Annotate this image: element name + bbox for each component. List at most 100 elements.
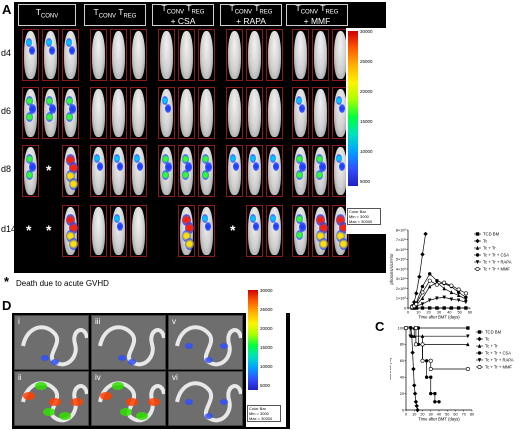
signal-hotspot: [46, 112, 53, 122]
signal-hotspot: [162, 96, 168, 105]
y-tick-label: 1×10⁸: [396, 297, 407, 301]
signal-hotspot: [230, 154, 236, 163]
signal-hotspot: [336, 214, 345, 226]
mouse-frame: [226, 29, 243, 81]
x-tick-label: 50: [458, 311, 462, 315]
data-point: [433, 391, 437, 396]
signal-hotspot: [165, 162, 172, 172]
legend-marker: [475, 245, 480, 250]
panel-letter-a: A: [2, 2, 12, 17]
mouse-frame: [110, 205, 127, 257]
signal-hotspot: [316, 154, 323, 164]
signal-hotspot: [29, 104, 36, 114]
data-point: [410, 350, 415, 355]
signal-hotspot: [148, 398, 160, 406]
data-point: [420, 252, 425, 257]
signal-hotspot: [202, 214, 208, 223]
signal-hotspot: [299, 222, 306, 232]
signal-hotspot: [66, 214, 75, 226]
data-point: [420, 306, 425, 310]
colorbar-tick-label: 20000: [260, 326, 273, 331]
mouse-image: [132, 89, 145, 137]
signal-hotspot: [250, 154, 256, 163]
mouse-image: [228, 89, 241, 137]
mouse-frame: [22, 145, 39, 197]
colorbar-tick-label: 20000: [360, 89, 373, 94]
mouse-image: [294, 31, 307, 79]
mouse-frame: [158, 87, 175, 139]
data-point: [412, 383, 417, 388]
signal-hotspot: [26, 112, 33, 122]
mouse-frame: [62, 145, 79, 197]
signal-hotspot: [339, 104, 345, 113]
signal-hotspot: [336, 154, 342, 163]
data-point: [427, 278, 432, 283]
signal-hotspot: [299, 162, 306, 172]
signal-hotspot: [270, 154, 276, 163]
signal-hotspot: [273, 222, 279, 231]
signal-hotspot: [118, 355, 126, 361]
y-tick-label: 2×10⁸: [396, 287, 407, 291]
signal-hotspot: [299, 104, 305, 113]
mouse-frame: [130, 29, 147, 81]
signal-hotspot: [46, 96, 53, 106]
x-axis-label: Time after BMT (days): [418, 315, 460, 320]
data-point: [408, 334, 412, 339]
y-tick-label: 0: [402, 408, 404, 412]
signal-hotspot: [182, 230, 191, 242]
legend-label: Tc + Tr + MMF: [483, 267, 510, 272]
colorbar-a-note: Color Bar Min = 3000 Max = 30000: [347, 208, 381, 225]
data-point: [435, 279, 439, 283]
x-tick-label: 30: [429, 413, 433, 417]
y-tick-label: 20: [400, 392, 404, 396]
legend-label: TCD BM: [485, 330, 502, 335]
intestine-tile-iii: iii: [91, 315, 166, 370]
mouse-frame: [62, 87, 79, 139]
legend-marker: [477, 351, 482, 355]
data-point: [420, 342, 425, 347]
x-tick-label: 30: [437, 311, 441, 315]
signal-hotspot: [296, 154, 303, 164]
tile-label: v: [172, 317, 176, 326]
signal-hotspot: [69, 222, 78, 234]
legend-label: Tc + Tr: [485, 344, 498, 349]
data-point: [428, 366, 433, 371]
legend-marker: [475, 266, 480, 271]
signal-hotspot: [66, 230, 75, 242]
mouse-image: [112, 89, 125, 137]
death-marker-star: *: [26, 222, 32, 238]
x-tick-label: 60: [468, 311, 472, 315]
signal-hotspot: [29, 46, 35, 55]
mouse-frame: [42, 29, 59, 81]
signal-hotspot: [185, 343, 193, 349]
mouse-frame: [22, 87, 39, 139]
signal-hotspot: [35, 382, 47, 390]
tile-label: ii: [18, 373, 22, 382]
data-point: [442, 280, 447, 285]
mouse-image: [200, 89, 213, 137]
mouse-image: [200, 31, 213, 79]
signal-hotspot: [59, 412, 71, 420]
data-point: [433, 400, 437, 404]
mouse-image: [132, 31, 145, 79]
legend-label: Tc: [485, 337, 489, 342]
x-axis-label: Time after BMT (days): [418, 417, 460, 422]
signal-hotspot: [137, 162, 143, 171]
colorbar-tick-label: 30000: [360, 29, 373, 34]
signal-hotspot: [182, 154, 189, 164]
footnote-star: *: [4, 274, 10, 289]
mouse-frame: [158, 29, 175, 81]
mouse-image: [314, 31, 327, 79]
signal-hotspot: [46, 38, 52, 47]
mouse-frame: [110, 29, 127, 81]
signal-hotspot: [26, 96, 33, 106]
data-point: [464, 306, 468, 310]
y-axis-label: photons/s/cm²/sr: [389, 253, 394, 285]
data-point: [456, 290, 461, 295]
signal-hotspot: [185, 222, 194, 234]
signal-hotspot: [100, 392, 112, 400]
legend-marker: [475, 238, 480, 244]
mouse-frame: [312, 145, 329, 197]
signal-hotspot: [165, 104, 171, 113]
signal-hotspot: [26, 38, 32, 47]
